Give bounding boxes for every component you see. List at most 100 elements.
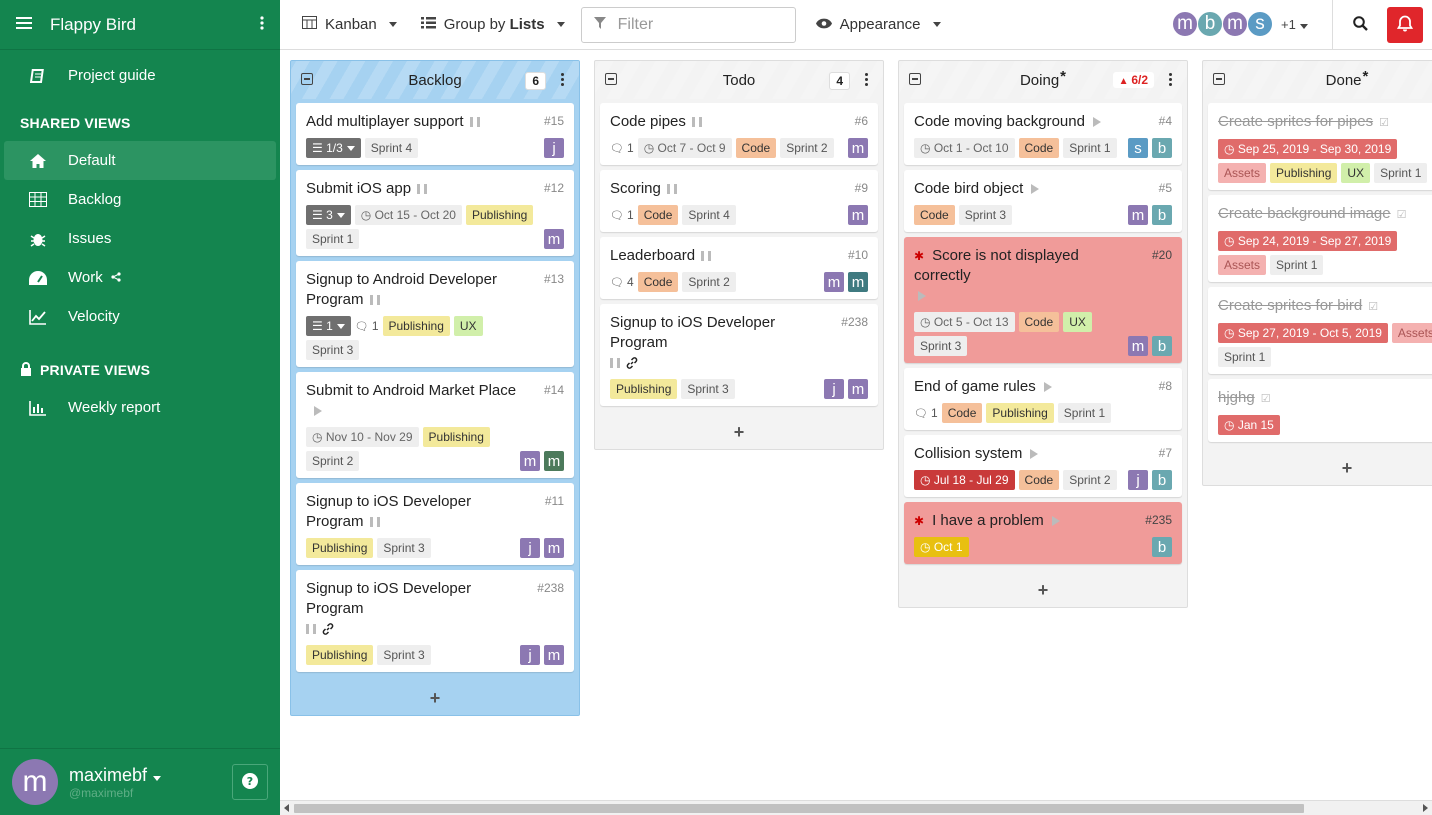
- assignee-avatar[interactable]: m: [848, 379, 868, 399]
- assignee-avatar[interactable]: b: [1152, 205, 1172, 225]
- sidebar-item-issues[interactable]: Issues: [4, 219, 276, 258]
- assignee-avatar[interactable]: m: [1128, 205, 1148, 225]
- help-button[interactable]: ?: [232, 764, 268, 800]
- collapse-column-icon[interactable]: [605, 73, 617, 85]
- assignee-avatar[interactable]: j: [824, 379, 844, 399]
- assignee-avatar[interactable]: m: [848, 272, 868, 292]
- comment-icon: 🗨: [610, 210, 628, 222]
- assignee-avatar[interactable]: m: [824, 272, 844, 292]
- task-card[interactable]: Create background image ☑ ◷ Sep 24, 2019 -…: [1208, 195, 1432, 282]
- member-avatar[interactable]: m: [1222, 11, 1248, 37]
- scroll-left-icon[interactable]: [284, 804, 289, 812]
- add-card-button[interactable]: +: [1037, 579, 1049, 600]
- checklist-badge[interactable]: ☰ 1: [306, 316, 351, 336]
- kebab-menu-icon[interactable]: [865, 73, 869, 88]
- sidebar-item-backlog[interactable]: Backlog: [4, 180, 276, 219]
- horizontal-scrollbar[interactable]: [280, 800, 1432, 815]
- member-avatar[interactable]: s: [1247, 11, 1273, 37]
- assignee-avatar[interactable]: m: [520, 451, 540, 471]
- card-title-row: ✱ I have a problem: [914, 511, 1172, 531]
- task-card[interactable]: Collision system #7 ◷ Jul 18 - Jul 29 Code S…: [904, 435, 1182, 497]
- assignee-avatar[interactable]: m: [544, 538, 564, 558]
- task-card[interactable]: Submit iOS app #12 ☰ 3 ◷ Oct 15 - Oct 20 Pub…: [296, 170, 574, 256]
- collapse-column-icon[interactable]: [301, 73, 313, 85]
- card-title-row: Scoring: [610, 179, 868, 199]
- sidebar-item-velocity[interactable]: Velocity: [4, 297, 276, 336]
- assignee-avatar[interactable]: s: [1128, 138, 1148, 158]
- view-selector[interactable]: Kanban: [290, 0, 409, 50]
- search-button[interactable]: [1332, 0, 1387, 50]
- notifications-button[interactable]: [1387, 7, 1423, 43]
- group-by-selector[interactable]: Group by Lists: [409, 0, 577, 50]
- sprint-tag: Sprint 1: [1218, 347, 1272, 367]
- assignee-avatar[interactable]: b: [1152, 470, 1172, 490]
- member-avatar[interactable]: m: [1172, 11, 1198, 37]
- task-card[interactable]: Create sprites for pipes ☑ ◷ Sep 25, 2019 …: [1208, 103, 1432, 190]
- task-card[interactable]: Create sprites for bird ☑ ◷ Sep 27, 2019 -…: [1208, 287, 1432, 374]
- card-title-row: Code moving background: [914, 112, 1172, 132]
- sidebar-item-weekly-report[interactable]: Weekly report: [4, 388, 276, 427]
- add-card-button[interactable]: +: [1341, 457, 1353, 478]
- card-title-row: Submit to Android Market Place: [306, 381, 564, 421]
- assignee-avatar[interactable]: m: [544, 451, 564, 471]
- collapse-column-icon[interactable]: [1213, 73, 1225, 85]
- comment-icon: 🗨: [914, 408, 932, 420]
- sidebar-item-work[interactable]: Work: [4, 258, 276, 297]
- sprint-tag: Sprint 3: [958, 205, 1013, 225]
- checklist-icon: ☰: [312, 208, 327, 222]
- clock-icon: ◷: [920, 141, 934, 155]
- task-card[interactable]: hjghg ☑ ◷ Jan 15: [1208, 379, 1432, 442]
- appearance-menu[interactable]: Appearance: [804, 0, 953, 50]
- task-card[interactable]: Code pipes #6 🗨 1 ◷ Oct 7 - Oct 9 Code Sprint…: [600, 103, 878, 165]
- filter-input[interactable]: Filter: [580, 6, 796, 43]
- user-menu[interactable]: maximebf: [69, 765, 162, 786]
- assignee-avatar[interactable]: m: [544, 229, 564, 249]
- checklist-badge[interactable]: ☰ 1/3: [306, 138, 361, 158]
- add-card-button[interactable]: +: [733, 421, 745, 442]
- assignee-avatar[interactable]: j: [544, 138, 564, 158]
- task-card[interactable]: Signup to Android Developer Program #13 ☰ …: [296, 261, 574, 367]
- scroll-right-icon[interactable]: [1423, 804, 1428, 812]
- task-card[interactable]: ✱ Score is not displayed correctly #20 ◷ Oc…: [904, 237, 1182, 363]
- task-card[interactable]: Signup to iOS Developer Program #238 Publi…: [600, 304, 878, 406]
- card-title: Signup to iOS Developer Program: [306, 493, 472, 530]
- kebab-menu-icon[interactable]: [1169, 73, 1173, 88]
- bell-icon: [1396, 15, 1414, 35]
- assignee-avatar[interactable]: m: [848, 205, 868, 225]
- more-members[interactable]: +1: [1281, 11, 1308, 39]
- avatar[interactable]: m: [12, 759, 58, 805]
- kebab-menu-icon[interactable]: [561, 73, 565, 88]
- assignee-avatar[interactable]: m: [1128, 336, 1148, 356]
- assignee-avatar[interactable]: b: [1152, 336, 1172, 356]
- assignee-avatar[interactable]: b: [1152, 537, 1172, 557]
- assignee-avatar[interactable]: j: [520, 538, 540, 558]
- assignee-avatar[interactable]: m: [848, 138, 868, 158]
- member-avatar[interactable]: b: [1197, 11, 1223, 37]
- scrollbar-thumb[interactable]: [294, 804, 1304, 813]
- project-guide-link[interactable]: Project guide: [4, 56, 276, 95]
- checklist-badge[interactable]: ☰ 3: [306, 205, 351, 225]
- collapse-column-icon[interactable]: [909, 73, 921, 85]
- assignee-avatar[interactable]: j: [1128, 470, 1148, 490]
- task-card[interactable]: Signup to iOS Developer Program #238 Publi…: [296, 570, 574, 672]
- sidebar-item-default[interactable]: Default: [4, 141, 276, 180]
- task-card[interactable]: Submit to Android Market Place #14 ◷ Nov 1…: [296, 372, 574, 478]
- task-card[interactable]: Code moving background #4 ◷ Oct 1 - Oct 10…: [904, 103, 1182, 165]
- assignee-avatar[interactable]: b: [1152, 138, 1172, 158]
- label-tag: Code: [941, 403, 983, 423]
- task-card[interactable]: ✱ I have a problem #235 ◷ Oct 1 b: [904, 502, 1182, 564]
- assignee-avatar[interactable]: j: [520, 645, 540, 665]
- hamburger-icon[interactable]: [16, 16, 32, 33]
- pause-icon: [610, 358, 620, 369]
- task-card[interactable]: End of game rules #8 🗨 1 Code Publishing Spri…: [904, 368, 1182, 430]
- kebab-menu-icon[interactable]: [260, 16, 264, 33]
- add-card-button[interactable]: +: [429, 687, 441, 708]
- assignee-avatar[interactable]: m: [544, 645, 564, 665]
- task-card[interactable]: Signup to iOS Developer Program #11 Publis…: [296, 483, 574, 565]
